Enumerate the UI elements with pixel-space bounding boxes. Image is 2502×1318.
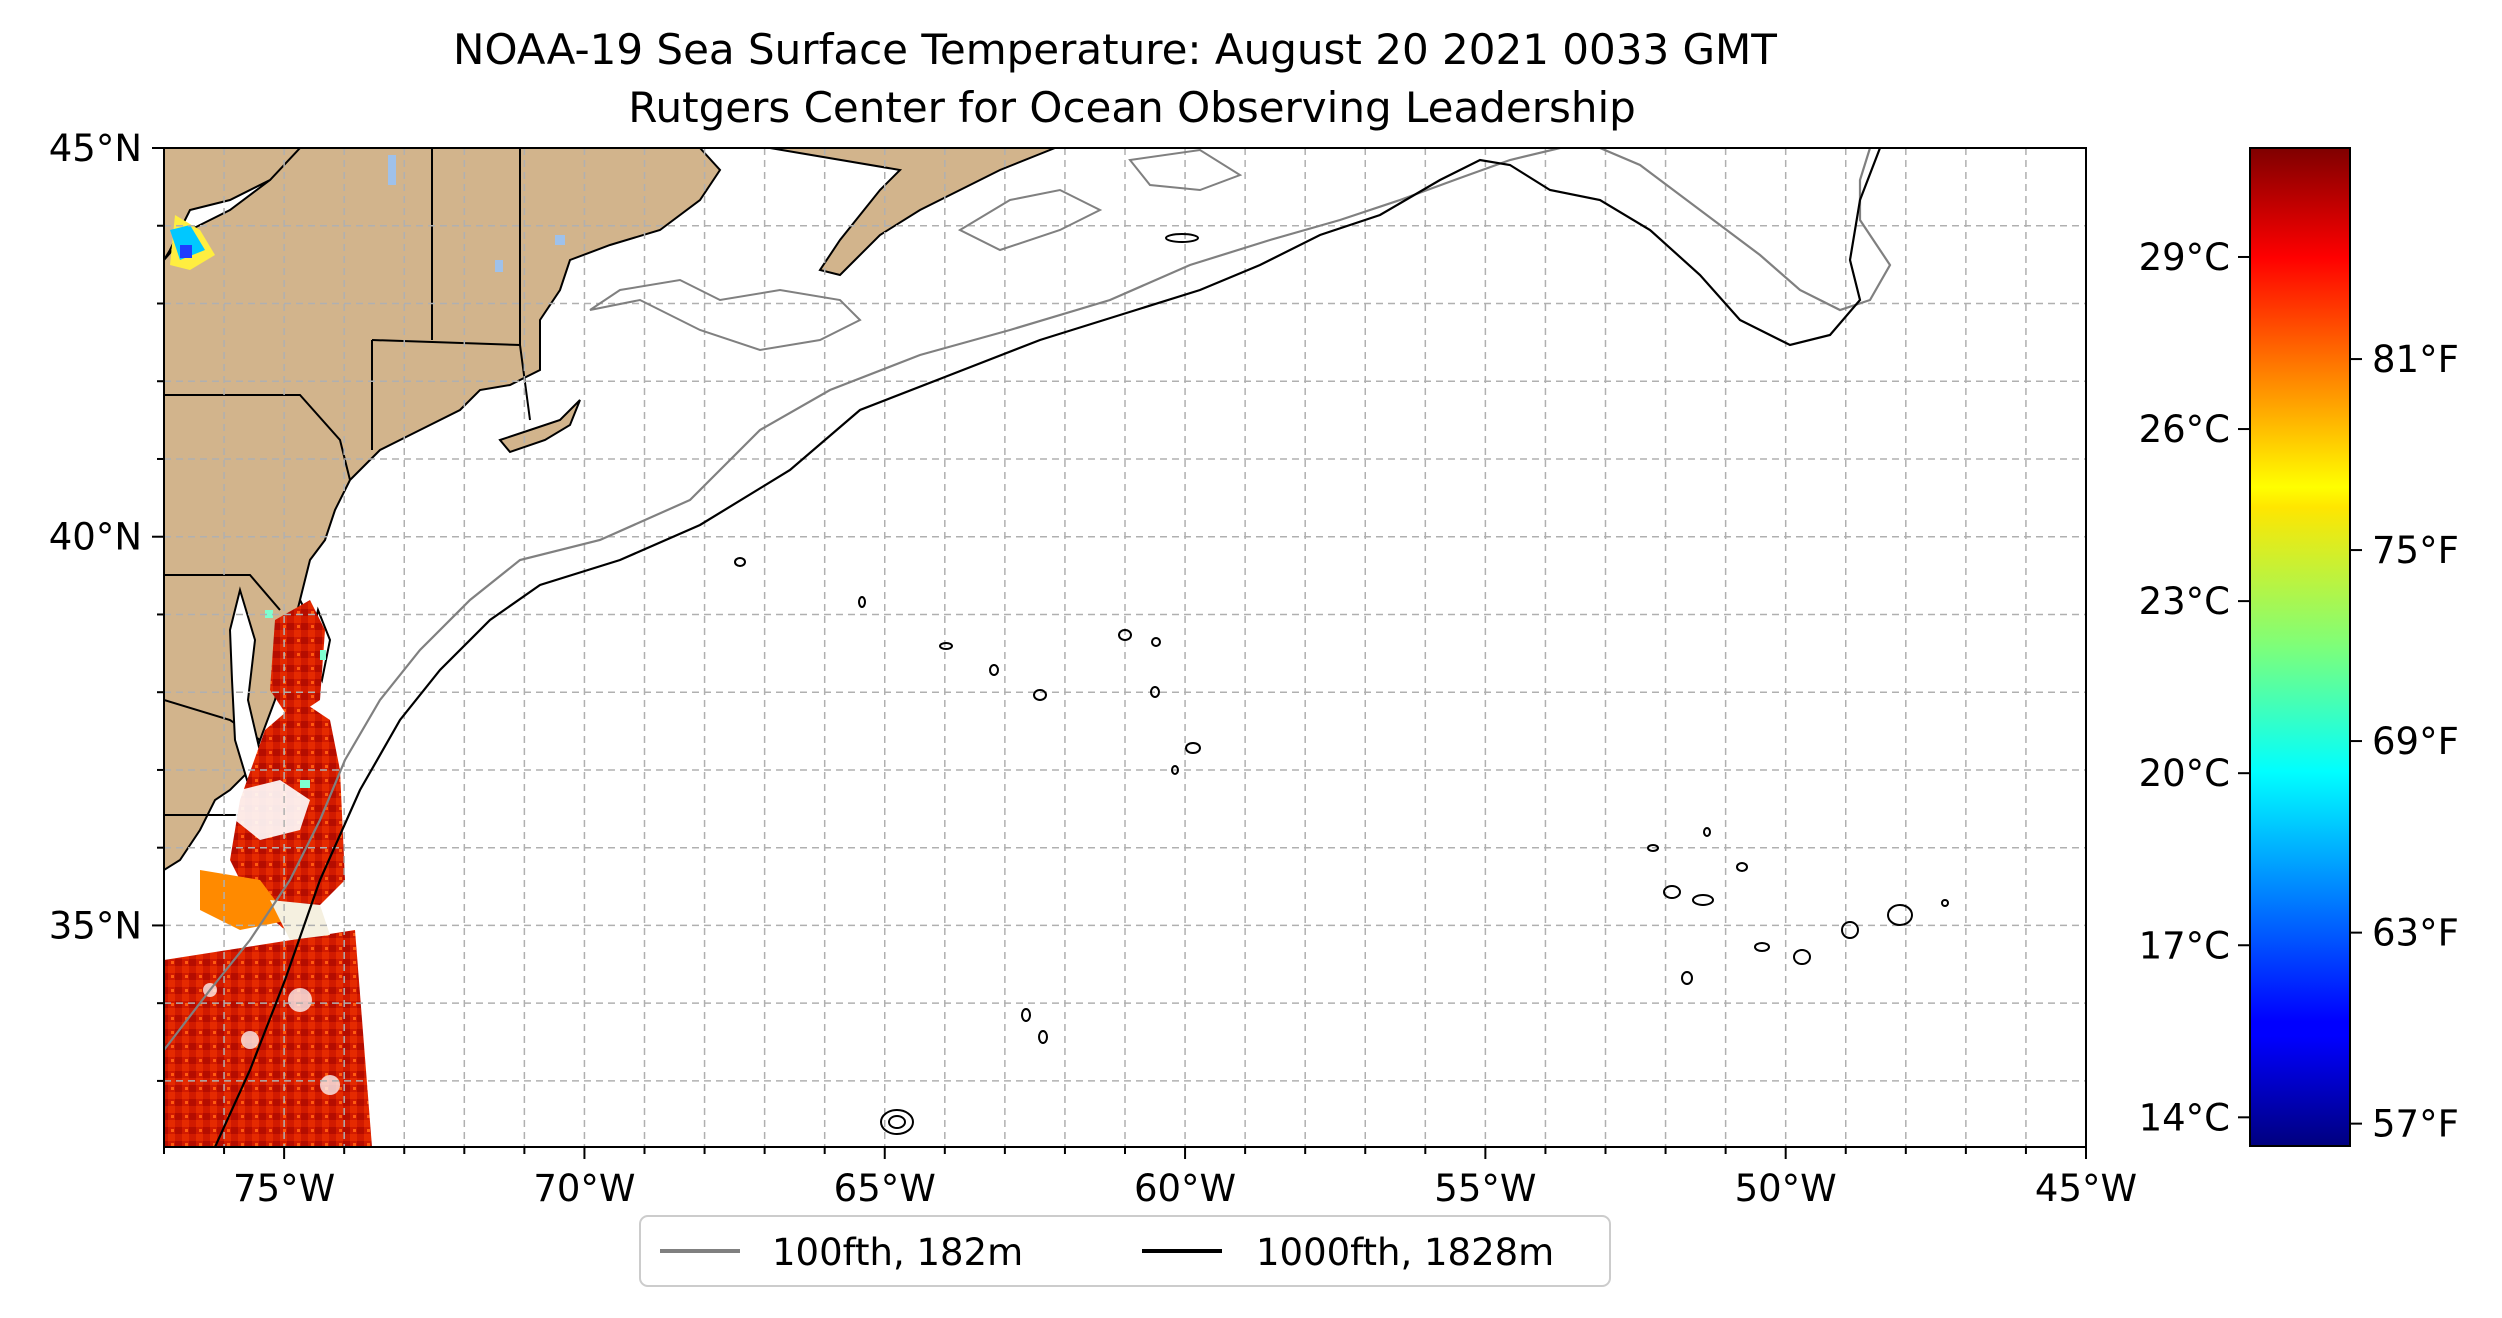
colorbar-fahrenheit-label: 81°F [2372, 338, 2459, 381]
colorbar-celsius-label: 23°C [2139, 580, 2230, 623]
x-tick-label: 60°W [1134, 1167, 1236, 1210]
legend-label-1000fth: 1000fth, 1828m [1256, 1231, 1554, 1274]
lakes [388, 155, 565, 272]
y-tick-label: 35°N [49, 904, 142, 947]
seamounts [734, 233, 1949, 1135]
chart-subtitle: Rutgers Center for Ocean Observing Leade… [628, 83, 1636, 132]
colorbar-gradient [2249, 147, 2351, 1147]
colorbar-celsius-label: 26°C [2139, 408, 2230, 451]
colorbar-fahrenheit-label: 75°F [2372, 529, 2459, 572]
colorbar-fahrenheit-label: 69°F [2372, 720, 2459, 763]
x-tick-label: 55°W [1434, 1167, 1536, 1210]
map-axis-ticks: 75°W 70°W 65°W 60°W 55°W 50°W 45°W 45°N 40°N 35°N [49, 127, 2137, 1210]
y-tick-label: 40°N [49, 516, 142, 559]
y-tick-label: 45°N [49, 127, 142, 170]
colorbar-ticks: 29°C 26°C 23°C 20°C 17°C 14°C 81°F 75°F 69°F 63°F… [2139, 236, 2459, 1146]
x-tick-label: 65°W [834, 1167, 936, 1210]
colorbar: 29°C 26°C 23°C 20°C 17°C 14°C 81°F 75°F 69°F 63°F… [2139, 147, 2459, 1147]
isobath-100fth [164, 148, 1892, 1051]
colorbar-fahrenheit-label: 57°F [2372, 1103, 2459, 1146]
colorbar-fahrenheit-label: 63°F [2372, 912, 2459, 955]
colorbar-celsius-label: 29°C [2139, 236, 2230, 279]
legend-box [639, 1215, 1611, 1287]
isobath-1000fth [213, 148, 1882, 1147]
maritime-land [769, 148, 1056, 277]
cape-cod [498, 399, 581, 454]
legend-label-100fth: 100fth, 182m [772, 1231, 1023, 1274]
x-tick-label: 75°W [233, 1167, 335, 1210]
colorbar-celsius-label: 14°C [2139, 1096, 2230, 1139]
x-tick-label: 45°W [2035, 1167, 2137, 1210]
chart-title: NOAA-19 Sea Surface Temperature: August … [453, 25, 1777, 74]
legend: 100fth, 182m 1000fth, 1828m [639, 1215, 1611, 1287]
x-tick-label: 50°W [1735, 1167, 1837, 1210]
gulf-of-maine-contours [589, 148, 1243, 352]
state-borders [164, 148, 531, 871]
x-tick-label: 70°W [533, 1167, 635, 1210]
map-area[interactable] [164, 148, 2086, 1147]
colorbar-celsius-label: 20°C [2139, 752, 2230, 795]
colorbar-celsius-label: 17°C [2139, 924, 2230, 967]
